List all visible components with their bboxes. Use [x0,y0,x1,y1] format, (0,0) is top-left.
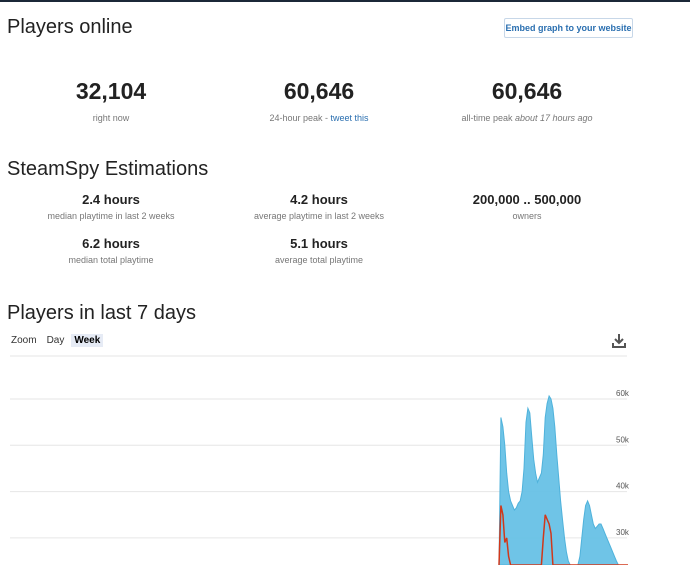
estimation-value: 5.1 hours [290,236,348,251]
estimation-value: 6.2 hours [82,236,140,251]
estimation-owners: 200,000 .. 500,000 owners [417,192,637,221]
estimation-label: average total playtime [274,255,364,265]
players-chart-title: Players in last 7 days [7,302,196,324]
players-area-series [498,394,628,565]
estimations-title: SteamSpy Estimations [7,158,209,180]
embed-graph-button[interactable]: Embed graph to your website [504,18,633,38]
estimation-label: average playtime in last 2 weeks [253,211,385,221]
estimation-average-total: 5.1 hours average total playtime [209,236,429,265]
stat-24h-peak: 60,646 24-hour peak - tweet this [219,78,419,123]
stat-label: 24-hour peak - tweet this [219,113,419,123]
y-tick-label: 60k [616,389,630,398]
estimation-value: 200,000 .. 500,000 [472,192,582,207]
y-tick-label: 30k [616,528,630,537]
estimation-value: 2.4 hours [82,192,140,207]
players-online-title: Players online [7,16,133,38]
estimation-label: median playtime in last 2 weeks [47,211,175,221]
zoom-controls: Zoom Day Week [11,334,104,347]
stat-value: 32,104 [75,78,147,104]
stat-value: 60,646 [283,78,355,104]
stat-label: right now [92,113,130,123]
stat-label-text: 24-hour peak - [269,113,331,123]
estimation-median-2w: 2.4 hours median playtime in last 2 week… [1,192,221,221]
estimation-label: owners [512,211,542,221]
estimation-average-2w: 4.2 hours average playtime in last 2 wee… [209,192,429,221]
stat-label-text: all-time peak [461,113,515,123]
players-chart: 60k 50k 40k 30k [10,355,630,565]
zoom-label: Zoom [11,335,37,346]
stat-value: 60,646 [491,78,563,104]
tweet-this-link[interactable]: tweet this [330,113,369,123]
estimation-median-total: 6.2 hours median total playtime [1,236,221,265]
top-border [0,0,690,2]
stat-label: all-time peak about 17 hours ago [427,113,627,123]
y-tick-label: 50k [616,435,630,444]
estimation-label: median total playtime [68,255,154,265]
estimation-value: 4.2 hours [290,192,348,207]
stat-all-time-peak: 60,646 all-time peak about 17 hours ago [427,78,627,123]
zoom-day-button[interactable]: Day [46,335,65,346]
zoom-week-button[interactable]: Week [71,334,104,347]
stat-label-time: about 17 hours ago [514,113,593,123]
stat-right-now: 32,104 right now [11,78,211,123]
download-icon[interactable] [612,333,626,349]
y-tick-label: 40k [616,482,630,491]
